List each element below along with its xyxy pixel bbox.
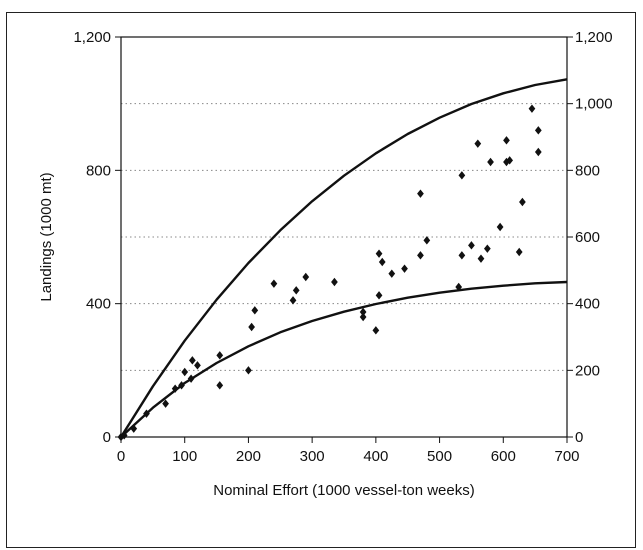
y-tick-label: 1,200 xyxy=(73,29,111,46)
y-tick-label: 400 xyxy=(86,296,111,313)
axis-ticks xyxy=(115,36,573,443)
data-point xyxy=(248,322,255,332)
y-axis-title: Landings (1000 mt) xyxy=(38,172,55,301)
data-point xyxy=(458,171,466,180)
data-point xyxy=(245,366,252,375)
data-point xyxy=(515,247,523,257)
data-point xyxy=(331,277,338,287)
data-point xyxy=(187,374,195,383)
data-point xyxy=(401,264,408,273)
data-point xyxy=(171,384,179,393)
x-tick-label: 400 xyxy=(363,448,388,465)
data-point xyxy=(375,249,383,258)
data-point xyxy=(528,104,536,113)
y-tick-label: 0 xyxy=(103,429,111,446)
data-point xyxy=(423,236,431,245)
data-point xyxy=(458,251,466,260)
data-point xyxy=(292,286,300,295)
x-tick-label: 200 xyxy=(236,448,261,465)
data-point xyxy=(496,222,504,232)
y2-tick-label: 200 xyxy=(575,362,600,379)
data-point xyxy=(378,257,386,267)
data-point xyxy=(143,409,150,418)
data-point xyxy=(194,361,201,370)
data-point xyxy=(474,139,482,148)
data-point xyxy=(189,356,196,365)
envelope-curves xyxy=(119,78,568,438)
x-tick-label: 500 xyxy=(427,448,452,465)
y2-tick-label: 800 xyxy=(575,162,600,179)
y-tick-label: 800 xyxy=(86,162,111,179)
x-tick-label: 0 xyxy=(117,448,125,465)
data-point xyxy=(130,424,138,433)
y2-tick-label: 1,200 xyxy=(575,29,613,46)
chart-frame xyxy=(6,12,636,548)
y2-tick-label: 600 xyxy=(575,229,600,246)
x-tick-label: 300 xyxy=(300,448,325,465)
data-point xyxy=(289,296,297,305)
data-point xyxy=(372,326,380,335)
data-point xyxy=(359,312,367,322)
data-point xyxy=(181,367,189,377)
data-point xyxy=(251,306,259,315)
data-point xyxy=(375,291,383,300)
upper-envelope-curve xyxy=(119,78,568,438)
data-point xyxy=(216,381,224,390)
data-point xyxy=(162,399,169,408)
data-point xyxy=(487,157,494,167)
data-point xyxy=(120,431,128,440)
data-point xyxy=(519,197,526,207)
data-point xyxy=(534,147,542,157)
data-point xyxy=(534,126,542,135)
data-point xyxy=(270,279,278,288)
data-point xyxy=(503,157,510,167)
data-point xyxy=(359,307,367,317)
tick-labels: 0 100 200 300 400 500 600 700 0 400 800 1,200 0 200 40… xyxy=(73,29,612,465)
data-point xyxy=(455,282,463,292)
data-point xyxy=(388,269,396,278)
data-point xyxy=(483,244,491,253)
data-point xyxy=(302,272,310,282)
lower-envelope-curve xyxy=(120,280,568,438)
x-tick-label: 700 xyxy=(554,448,579,465)
x-tick-label: 100 xyxy=(172,448,197,465)
x-tick-label: 600 xyxy=(491,448,516,465)
data-point xyxy=(477,254,485,263)
data-point xyxy=(178,381,185,390)
data-points xyxy=(117,104,542,442)
data-point xyxy=(417,189,424,198)
y2-tick-label: 1,000 xyxy=(575,96,613,113)
x-axis-title: Nominal Effort (1000 vessel-ton weeks) xyxy=(213,482,475,499)
data-point xyxy=(503,136,510,145)
y2-tick-label: 400 xyxy=(575,296,600,313)
data-point xyxy=(468,241,475,250)
data-point xyxy=(216,351,224,360)
grid-lines xyxy=(121,103,567,371)
data-point xyxy=(506,156,514,165)
data-point xyxy=(417,251,424,260)
y2-tick-label: 0 xyxy=(575,429,583,446)
